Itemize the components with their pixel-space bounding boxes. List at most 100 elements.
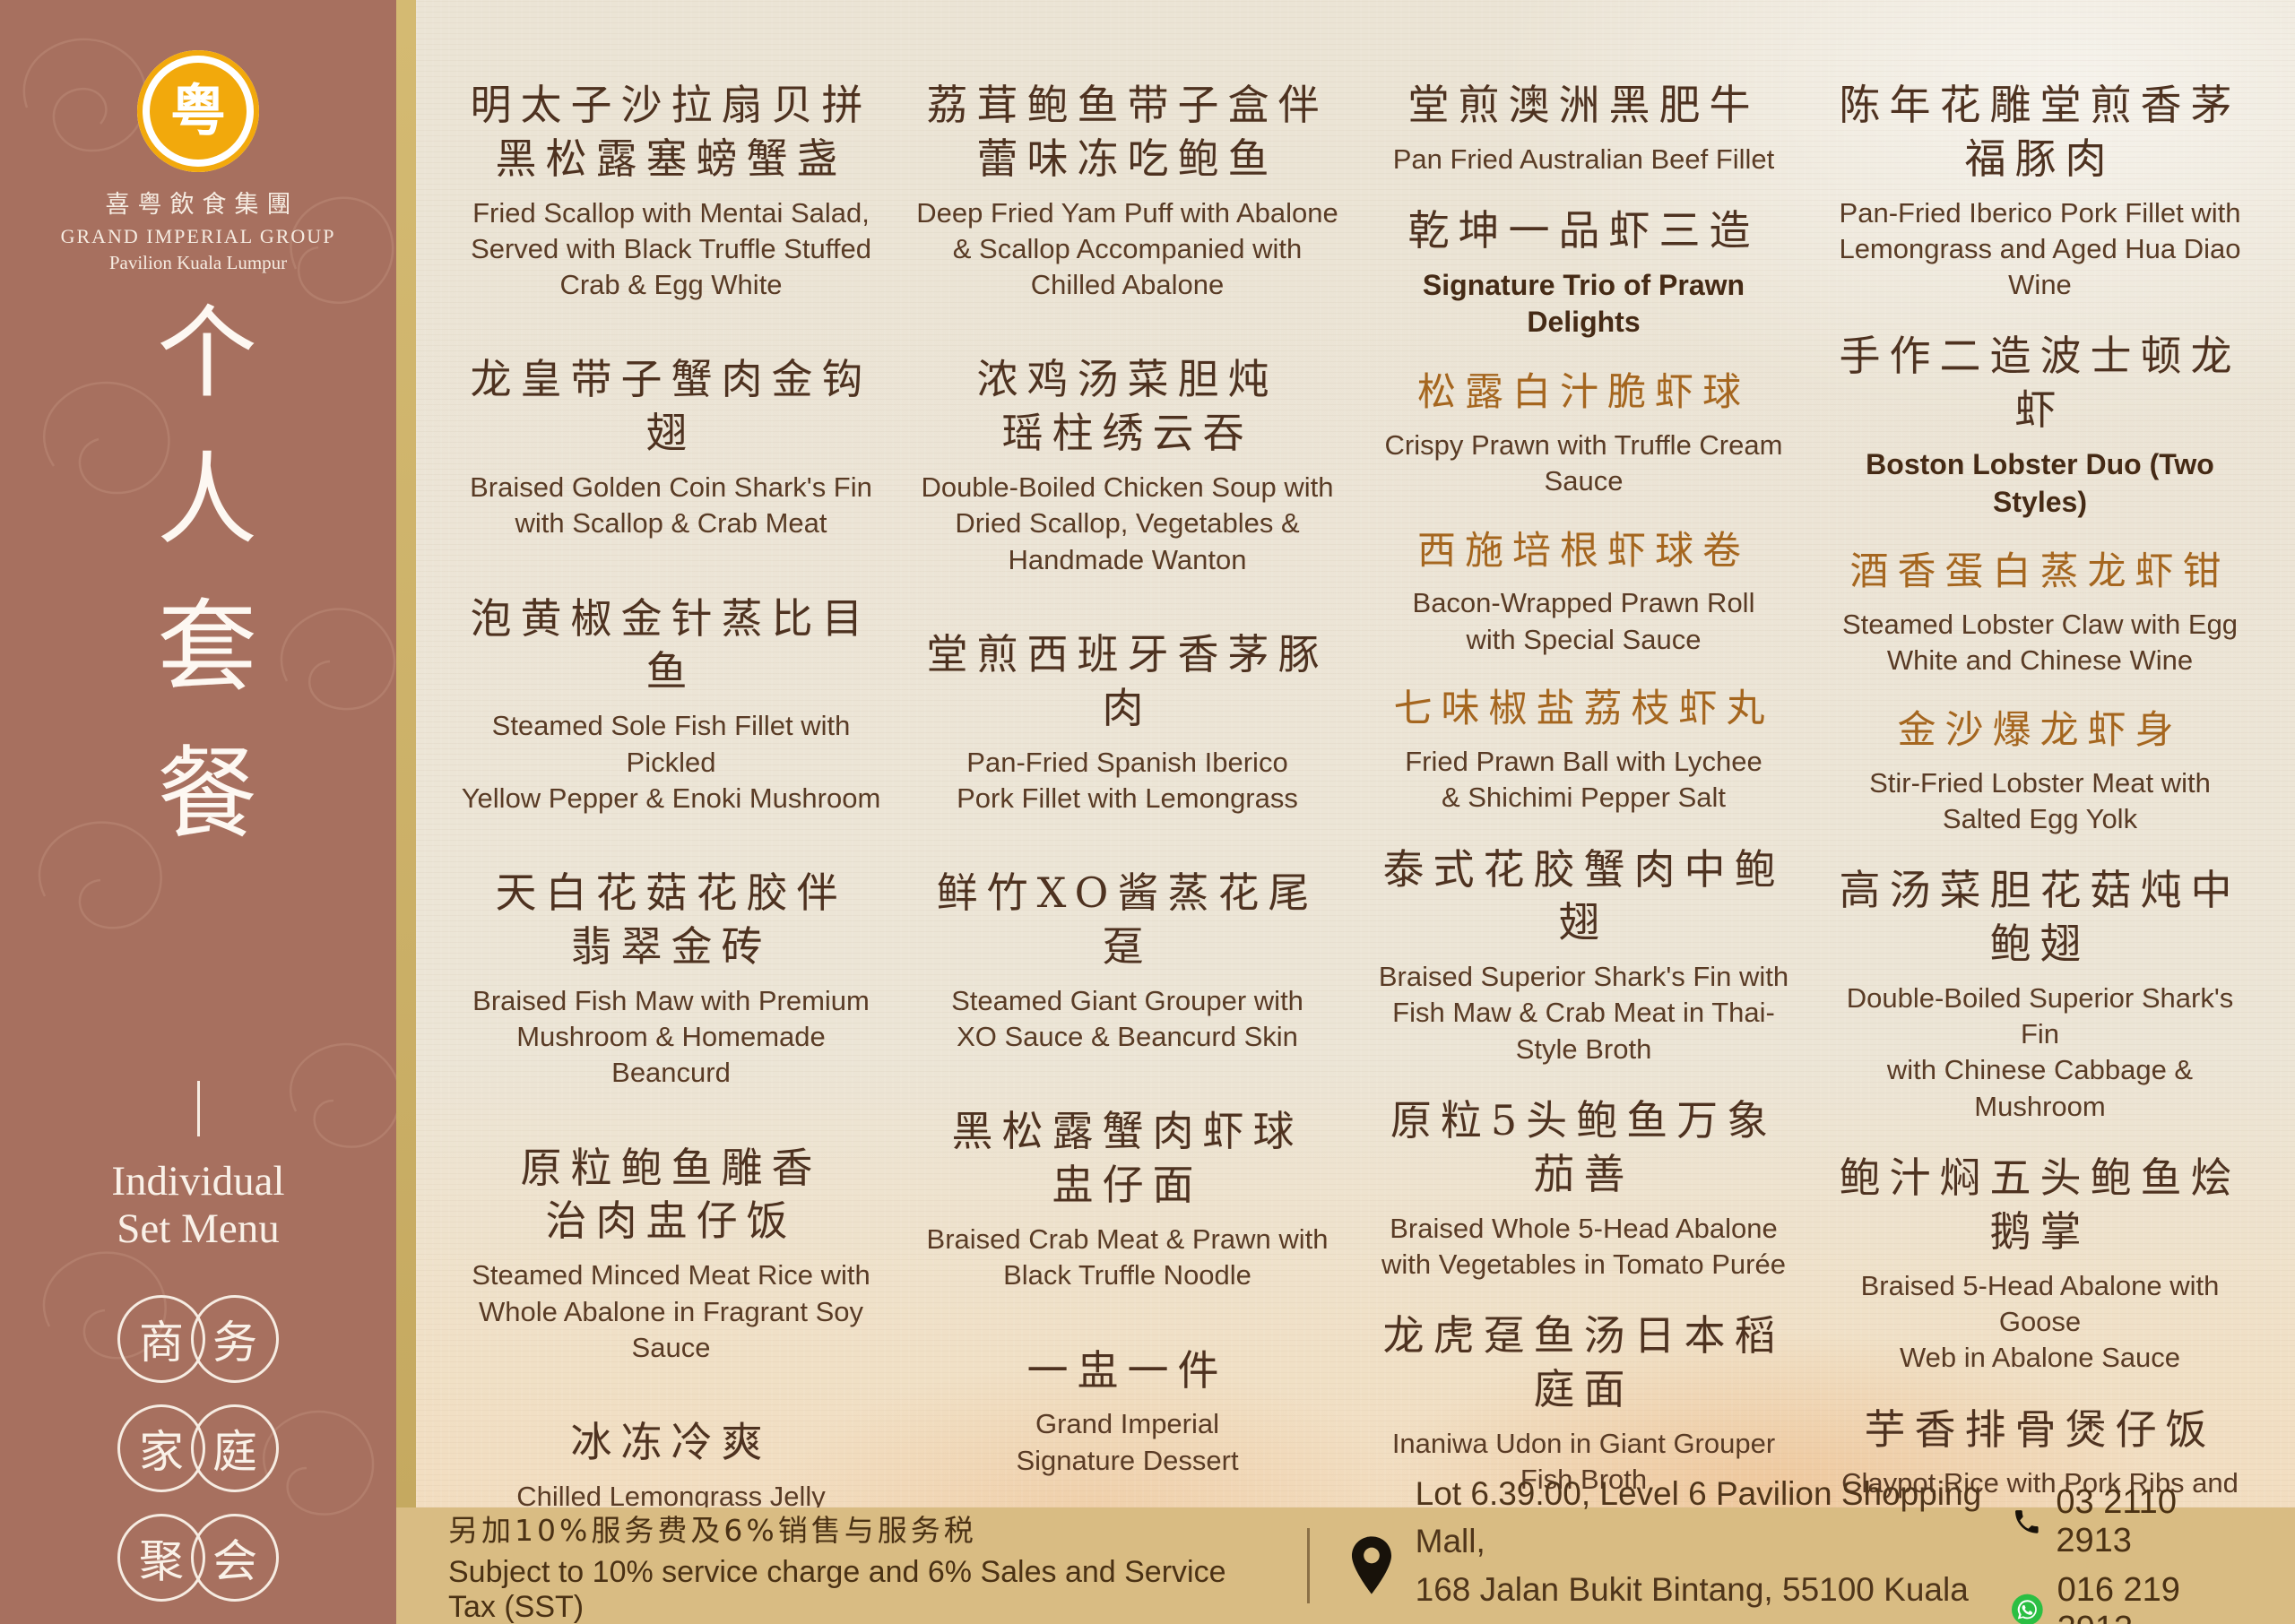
dish-name-zh: 荔茸鲍鱼带子盒伴 蕾味冻吃鲍鱼 [926, 81, 1329, 183]
dish-name-zh: 金沙爆龙虾身 [1897, 707, 2183, 753]
menu-column-1: 明太子沙拉扇贝拼 黑松露塞螃蟹盏 Fried Scallop with Menta… [443, 79, 899, 1624]
menu-item: 鲜竹XO酱蒸花尾趸 Steamed Giant Grouper with XO S… [912, 867, 1343, 1055]
menu-item: 一盅一件 Grand Imperial Signature Dessert [1016, 1344, 1238, 1479]
dish-name-zh: 泰式花胶蟹肉中鲍翅 [1382, 844, 1785, 947]
dish-name-zh: 明太子沙拉扇贝拼 黑松露塞螃蟹盏 [470, 81, 872, 183]
dish-name-zh: 西施培根虾球卷 [1416, 528, 1750, 574]
dish-name-en: Deep Fried Yam Puff with Abalone & Scall… [916, 196, 1338, 301]
contact-block: 03 2110 2913 016 219 2913 [2011, 1483, 2238, 1624]
location-pin-icon [1351, 1536, 1391, 1594]
dish-name-en: Pan-Fried Iberico Pork Fillet with Lemon… [1839, 196, 2241, 301]
dish-name-en: Grand Imperial Signature Dessert [1016, 1408, 1239, 1476]
dish-name-en: Fried Prawn Ball with Lychee & Shichimi … [1405, 745, 1762, 814]
menu-item: 天白花菇花胶伴 翡翠金砖 Braised Fish Maw with Premiu… [455, 867, 887, 1091]
occasion-badge-1: 商务 [117, 1295, 279, 1384]
address-line-1: Lot 6.39.00, Level 6 Pavilion Shopping M… [1415, 1474, 1982, 1560]
dish-name-en: Steamed Sole Fish Fillet with Pickled Ye… [461, 710, 881, 814]
phone-row: 03 2110 2913 [2012, 1483, 2238, 1560]
dish-name-zh: 堂煎澳洲黑肥牛 [1407, 81, 1760, 129]
dish-name-en: Steamed Minced Meat Rice with Whole Abal… [472, 1259, 870, 1363]
tax-notice-english: Subject to 10% service charge and 6% Sal… [448, 1555, 1226, 1624]
badge-circle: 会 [191, 1514, 279, 1602]
dish-name-zh: 天白花菇花胶伴 翡翠金砖 [495, 868, 847, 971]
dish-name-en: Signature Trio of Prawn Delights [1422, 268, 1745, 339]
badge-circle: 庭 [191, 1404, 279, 1493]
menu-column-2: 荔茸鲍鱼带子盒伴 蕾味冻吃鲍鱼 Deep Fried Yam Puff with … [899, 79, 1355, 1624]
menu-item: 酒香蛋白蒸龙虾钳 Steamed Lobster Claw with Egg Wh… [1842, 548, 2238, 678]
menu-item: 龙虎趸鱼汤日本稻庭面 Inaniwa Udon in Giant Grouper … [1368, 1309, 1799, 1498]
menu-item: 陈年花雕堂煎香茅福豚肉 Pan-Fried Iberico Pork Fillet… [1824, 79, 2256, 303]
dish-name-en: Pan-Fried Spanish Iberico Pork Fillet wi… [957, 746, 1298, 814]
brand-location: Pavilion Kuala Lumpur [108, 252, 288, 273]
dish-name-zh: 陈年花雕堂煎香茅福豚肉 [1839, 81, 2241, 183]
menu-columns: 明太子沙拉扇贝拼 黑松露塞螃蟹盏 Fried Scallop with Menta… [416, 0, 2295, 1624]
menu-item: 金沙爆龙虾身 Stir-Fried Lobster Meat with Salte… [1869, 706, 2211, 837]
whatsapp-icon [2011, 1594, 2043, 1624]
dish-name-en: Stir-Fried Lobster Meat with Salted Egg … [1869, 766, 2211, 834]
dish-name-zh: 鲍汁焖五头鲍鱼烩鹅掌 [1839, 1153, 2241, 1256]
dish-name-en: Braised Fish Maw with Premium Mushroom &… [472, 984, 870, 1089]
dish-name-zh: 酒香蛋白蒸龙虾钳 [1849, 549, 2230, 595]
menu-item: 原粒鲍鱼雕香 治肉盅仔饭 Steamed Minced Meat Rice wit… [455, 1142, 887, 1366]
dish-name-zh: 黑松露蟹肉虾球 盅仔面 [951, 1107, 1303, 1210]
dish-name-en: Double-Boiled Chicken Soup with Dried Sc… [921, 471, 1334, 575]
occasion-badges: 商务家庭聚会 [117, 1295, 279, 1602]
dish-name-zh: 高汤菜胆花菇炖中鲍翅 [1839, 866, 2241, 969]
dish-name-zh: 松露白汁脆虾球 [1417, 370, 1750, 416]
dish-name-zh: 龙虎趸鱼汤日本稻庭面 [1382, 1311, 1785, 1413]
dish-name-zh: 冰冻冷爽 [570, 1418, 772, 1467]
menu-item: 鲍汁焖五头鲍鱼烩鹅掌 Braised 5-Head Abalone with Go… [1824, 1152, 2256, 1376]
dish-name-en: Fried Scallop with Mentai Salad, Served … [471, 196, 871, 301]
footer-bar: 另加10%服务费及6%销售与服务税 Subject to 10% service… [396, 1475, 2295, 1624]
menu-column-4: 陈年花雕堂煎香茅福豚肉 Pan-Fried Iberico Pork Fillet… [1812, 79, 2268, 1624]
menu-content: 明太子沙拉扇贝拼 黑松露塞螃蟹盏 Fried Scallop with Menta… [416, 0, 2295, 1624]
dish-name-en: Steamed Giant Grouper with XO Sauce & Be… [951, 984, 1303, 1053]
dish-name-zh: 手作二造波士顿龙虾 [1839, 332, 2241, 435]
phone-icon [2014, 1510, 2039, 1533]
dish-name-en: Braised Crab Meat & Prawn with Black Tru… [926, 1222, 1329, 1291]
address-line-2: 168 Jalan Bukit Bintang, 55100 Kuala Lum… [1415, 1571, 1969, 1624]
grand-imperial-logo: 粤 [137, 50, 259, 172]
menu-item: 黑松露蟹肉虾球 盅仔面 Braised Crab Meat & Prawn wit… [927, 1105, 1329, 1293]
logo-character: 粤 [169, 78, 226, 143]
dish-name-zh: 堂煎西班牙香茅豚肉 [926, 629, 1329, 732]
whatsapp-row: 016 219 2913 [2011, 1571, 2238, 1624]
dish-name-en: Braised Superior Shark's Fin with Fish M… [1378, 961, 1789, 1065]
dish-name-zh: 泡黄椒金针蒸比目鱼 [470, 593, 872, 696]
dish-name-en: Braised Whole 5-Head Abalone with Vegeta… [1381, 1212, 1786, 1280]
dish-name-zh: 原粒鲍鱼雕香 治肉盅仔饭 [520, 1143, 822, 1246]
tax-notice-chinese: 另加10%服务费及6%销售与服务税 [448, 1513, 977, 1548]
menu-item: 七味椒盐荔枝虾丸 Fried Prawn Ball with Lychee & S… [1394, 685, 1774, 816]
dish-name-zh: 乾坤一品虾三造 [1407, 206, 1760, 255]
brand-name-chinese: 喜粤飲食集團 [105, 191, 299, 219]
menu-item: 龙皇带子蟹肉金钩翅 Braised Golden Coin Shark's Fin… [455, 353, 887, 541]
sidebar: 粤 喜粤飲食集團 GRAND IMPERIAL GROUP Pavilion K… [0, 0, 396, 1624]
dish-name-zh: 一盅一件 [1026, 1345, 1228, 1395]
dish-name-en: Pan Fried Australian Beef Fillet [1392, 143, 1775, 175]
occasion-badge-2: 家庭 [117, 1404, 279, 1493]
tax-notice: 另加10%服务费及6%销售与服务税 Subject to 10% service… [448, 1507, 1253, 1624]
menu-item: 乾坤一品虾三造 Signature Trio of Prawn Delights [1368, 204, 1799, 341]
menu-item: 西施培根虾球卷 Bacon-Wrapped Prawn Roll with Spe… [1413, 527, 1755, 658]
menu-item: 手作二造波士顿龙虾 Boston Lobster Duo (Two Styles) [1824, 330, 2256, 521]
dish-name-en: Steamed Lobster Claw with Egg White and … [1841, 609, 2239, 677]
menu-item: 堂煎西班牙香茅豚肉 Pan-Fried Spanish Iberico Pork … [912, 628, 1343, 816]
menu-item: 原粒5头鲍鱼万象茄善 Braised Whole 5-Head Abalone w… [1368, 1094, 1799, 1283]
brand-name-english: GRAND IMPERIAL GROUP [60, 225, 336, 247]
title-divider-line [196, 1081, 200, 1136]
menu-item: 松露白汁脆虾球 Crispy Prawn with Truffle Cream S… [1368, 368, 1799, 499]
dish-name-en: Braised 5-Head Abalone with Goose Web in… [1860, 1269, 2220, 1374]
badge-circle: 商 [117, 1295, 205, 1384]
dish-name-zh: 浓鸡汤菜胆炖 瑶柱绣云吞 [976, 355, 1278, 458]
menu-item: 明太子沙拉扇贝拼 黑松露塞螃蟹盏 Fried Scallop with Menta… [471, 79, 872, 303]
dish-name-zh: 七味椒盐荔枝虾丸 [1393, 687, 1774, 732]
menu-item: 荔茸鲍鱼带子盒伴 蕾味冻吃鲍鱼 Deep Fried Yam Puff with … [916, 79, 1338, 303]
dish-name-en: Bacon-Wrapped Prawn Roll with Special Sa… [1412, 587, 1755, 655]
dish-name-zh: 鲜竹XO酱蒸花尾趸 [936, 868, 1319, 971]
menu-item: 泰式花胶蟹肉中鲍翅 Braised Superior Shark's Fin wi… [1368, 843, 1799, 1067]
occasion-badge-3: 聚会 [117, 1514, 279, 1602]
address-block: Lot 6.39.00, Level 6 Pavilion Shopping M… [1416, 1470, 2012, 1624]
dish-name-en: Crispy Prawn with Truffle Cream Sauce [1384, 428, 1783, 497]
menu-title-chinese: 个人套餐 [140, 299, 256, 887]
